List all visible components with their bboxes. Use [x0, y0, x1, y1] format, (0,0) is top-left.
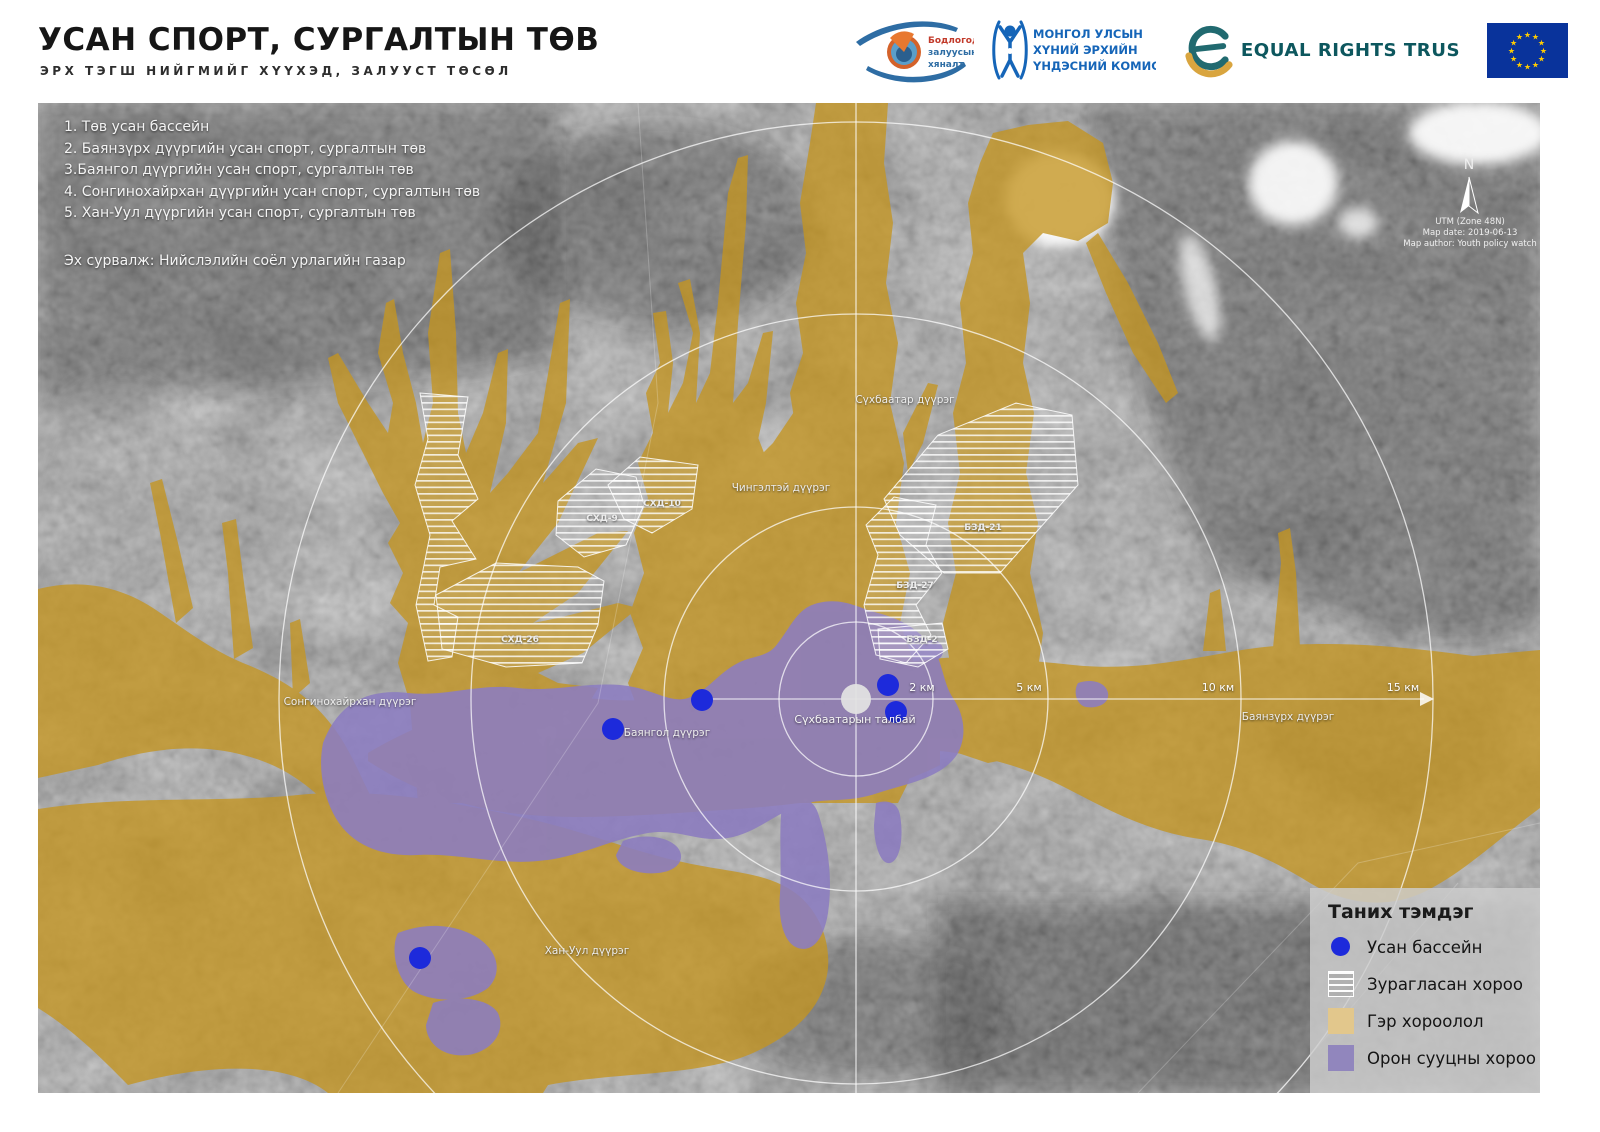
page-title: УСАН СПОРТ, СУРГАЛТЫН ТӨВ: [38, 22, 600, 58]
header: УСАН СПОРТ, СУРГАЛТЫН ТӨВ ЭРХ ТЭГШ НИЙГМ…: [0, 0, 1600, 103]
policy-watch-text-1: Бодлогод: [928, 36, 974, 46]
nhrc-text-2: ХҮНИЙ ЭРХИЙН: [1033, 42, 1138, 57]
district-label-chingeltei: Чингэлтэй дүүрэг: [732, 482, 831, 494]
svg-text:★: ★: [1524, 63, 1531, 72]
eu-flag: ★ ★ ★ ★ ★ ★ ★ ★ ★ ★ ★ ★: [1487, 23, 1568, 78]
map-legend: Таних тэмдэг Усан бассейн Зурагласан хор…: [1310, 888, 1540, 1093]
legend-item-mapped-khoroo: Зурагласан хороо: [1328, 971, 1540, 997]
legend-item-pool-label: Усан бассейн: [1367, 937, 1483, 957]
human-figure-icon: МОНГОЛ УЛСЫН ХҮНИЙ ЭРХИЙН ҮНДЭСНИЙ КОМИС…: [992, 20, 1156, 80]
pool-marker-bayangol: [602, 718, 624, 740]
zone-label-bzd21: БЗД-21: [964, 523, 1002, 533]
map-labels: Сүхбаатар дүүрэг Чингэлтэй дүүрэг Сонгин…: [284, 394, 1420, 957]
eye-icon: Бодлогод залуусын хяналт: [856, 21, 974, 83]
policy-watch-text-2: залуусын: [928, 48, 974, 58]
apartment-area-overlay: [321, 601, 1109, 1056]
page-subtitle: ЭРХ ТЭГШ НИЙГМИЙГ ХҮҮХЭД, ЗАЛУУСТ ТӨСӨЛ: [40, 64, 512, 78]
distance-label-15km: 15 км: [1387, 681, 1419, 694]
source-note: Эх сурвалж: Нийслэлийн соёл урлагийн газ…: [64, 253, 406, 269]
pool-list-item-3: 3.Баянгол дүүргийн усан спорт, сургалтын…: [64, 162, 414, 178]
pool-list-item-4: 4. Сонгинохайрхан дүүргийн усан спорт, с…: [64, 183, 481, 200]
nhrc-text-3: ҮНДЭСНИЙ КОМИСС: [1032, 58, 1156, 73]
ger-swatch-icon: [1328, 1008, 1354, 1034]
district-label-bayanzurkh: Баянзүрх дүүрэг: [1242, 711, 1334, 723]
hatch-swatch-icon: [1328, 971, 1354, 997]
district-label-songinokhairkhan: Сонгинохайрхан дүүрэг: [284, 696, 417, 708]
svg-text:★: ★: [1538, 39, 1545, 48]
pool-list-item-1: 1. Төв усан бассейн: [64, 119, 210, 135]
svg-text:★: ★: [1524, 31, 1531, 40]
ert-label: EQUAL RIGHTS TRUST: [1241, 40, 1460, 61]
zone-label-bzd2: БЗД-2: [906, 635, 937, 645]
pool-list-item-5: 5. Хан-Уул дүүргийн усан спорт, сургалты…: [64, 205, 416, 221]
pool-marker-bayanzurkh: [885, 701, 907, 723]
zone-label-bzd27: БЗД-27: [896, 581, 934, 591]
district-label-sukhbaatar: Сүхбаатар дүүрэг: [855, 394, 954, 406]
map-markers: [409, 674, 907, 969]
svg-text:★: ★: [1538, 55, 1545, 64]
svg-text:★: ★: [1510, 39, 1517, 48]
pool-list: 1. Төв усан бассейн 2. Баянзүрх дүүргийн…: [64, 117, 480, 225]
legend-item-pool: Усан бассейн: [1328, 934, 1540, 960]
district-label-khan-uul: Хан-Уул дүүрэг: [545, 945, 630, 957]
nhrc-logo: МОНГОЛ УЛСЫН ХҮНИЙ ЭРХИЙН ҮНДЭСНИЙ КОМИС…: [988, 16, 1156, 84]
svg-text:★: ★: [1508, 47, 1515, 56]
svg-text:★: ★: [1540, 47, 1547, 56]
legend-title: Таних тэмдэг: [1328, 901, 1474, 923]
map-canvas: Сүхбаатар дүүрэг Чингэлтэй дүүрэг Сонгин…: [38, 103, 1540, 1093]
pool-swatch-icon: [1331, 937, 1350, 956]
compass-n-label: N: [1464, 157, 1474, 173]
map-meta-utm: UTM (Zone 48N): [1435, 217, 1505, 227]
district-label-bayangol: Баянгол дүүрэг: [624, 727, 710, 739]
legend-item-apartment: Орон сууцны хороо: [1328, 1045, 1540, 1071]
svg-text:★: ★: [1510, 55, 1517, 64]
pool-marker-songinokhairkhan: [691, 689, 713, 711]
map-meta-author: Map author: Youth policy watch: [1403, 239, 1536, 249]
zone-label-skhd10: СХД-10: [643, 499, 681, 509]
nhrc-text-1: МОНГОЛ УЛСЫН: [1033, 27, 1143, 41]
compass-block: N UTM (Zone 48N) Map date: 2019-06-13 Ma…: [1403, 157, 1536, 249]
svg-text:★: ★: [1532, 33, 1539, 42]
policy-watch-logo: Бодлогод залуусын хяналт: [852, 12, 974, 86]
apartment-swatch-icon: [1328, 1045, 1354, 1071]
distance-axis-arrow: [1420, 692, 1434, 706]
distance-label-10km: 10 км: [1202, 681, 1234, 694]
distance-label-2km: 2 км: [909, 681, 934, 694]
distance-label-5km: 5 км: [1016, 681, 1041, 694]
ert-e-icon: EQUAL RIGHTS TRUST: [1185, 25, 1460, 78]
legend-item-mapped-khoroo-label: Зурагласан хороо: [1367, 974, 1523, 994]
svg-text:★: ★: [1516, 33, 1523, 42]
pool-marker-khan-uul: [409, 947, 431, 969]
mapped-khoroo-overlay: [414, 392, 1079, 668]
zone-label-skhd9: СХД-9: [586, 514, 618, 524]
pool-list-item-2: 2. Баянзүрх дүүргийн усан спорт, сургалт…: [64, 140, 427, 157]
legend-item-ger-label: Гэр хороолол: [1367, 1011, 1484, 1031]
legend-item-ger: Гэр хороолол: [1328, 1008, 1540, 1034]
center-label: Сүхбаатарын талбай: [794, 713, 915, 726]
city-center-marker: [841, 684, 871, 714]
ert-logo: EQUAL RIGHTS TRUST: [1180, 20, 1460, 78]
satellite-map: Сүхбаатар дүүрэг Чингэлтэй дүүрэг Сонгин…: [38, 103, 1540, 1093]
policy-watch-text-3: хяналт: [928, 60, 964, 70]
svg-text:★: ★: [1516, 60, 1523, 69]
zone-label-skhd26: СХД-26: [501, 635, 539, 645]
eu-flag-icon: ★ ★ ★★ ★★ ★★ ★★ ★★: [1487, 23, 1568, 78]
map-meta-date: Map date: 2019-06-13: [1423, 228, 1518, 238]
legend-item-apartment-label: Орон сууцны хороо: [1367, 1048, 1537, 1068]
pool-marker-central: [877, 674, 899, 696]
north-arrow-icon: [1460, 177, 1469, 213]
svg-text:★: ★: [1532, 60, 1539, 69]
